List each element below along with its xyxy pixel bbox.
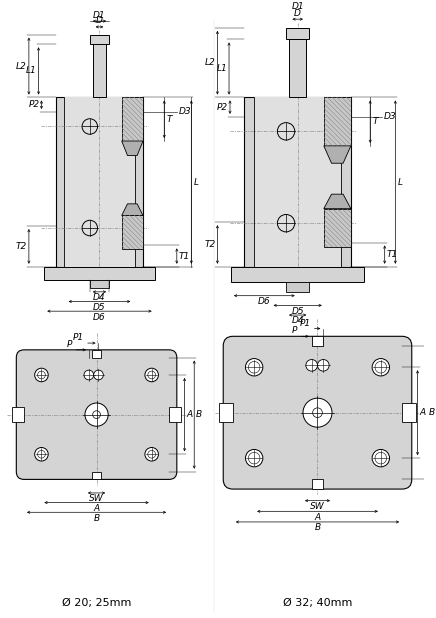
Text: A: A [93, 504, 100, 513]
Text: B: B [93, 514, 100, 523]
Text: P1: P1 [73, 333, 84, 342]
Bar [324, 209, 351, 247]
Text: SW: SW [89, 494, 104, 504]
Circle shape [303, 398, 332, 427]
Text: P2: P2 [28, 100, 40, 109]
Circle shape [306, 360, 317, 371]
Text: L1: L1 [26, 66, 37, 75]
Bar [92, 472, 102, 480]
Text: P1: P1 [300, 319, 311, 328]
Circle shape [35, 447, 48, 461]
Text: D3: D3 [384, 112, 396, 121]
Text: P2: P2 [217, 103, 228, 112]
Bar [93, 44, 106, 98]
Text: T2: T2 [204, 240, 215, 249]
Circle shape [317, 360, 329, 371]
Text: P: P [67, 340, 72, 349]
Circle shape [145, 368, 158, 382]
Bar [312, 480, 324, 489]
Circle shape [84, 370, 94, 380]
Bar [90, 35, 109, 44]
Circle shape [372, 358, 389, 376]
Bar [92, 350, 102, 358]
Bar [286, 28, 309, 40]
Circle shape [94, 370, 103, 380]
Circle shape [245, 449, 263, 467]
Text: T1: T1 [387, 250, 398, 259]
Text: B: B [314, 523, 320, 532]
Text: L: L [397, 177, 402, 187]
Text: T1: T1 [179, 252, 190, 261]
FancyBboxPatch shape [223, 336, 412, 489]
Circle shape [35, 368, 48, 382]
Circle shape [372, 449, 389, 467]
Bar [64, 98, 135, 267]
Polygon shape [324, 146, 351, 163]
Text: L: L [193, 177, 198, 187]
Bar [90, 280, 109, 288]
Text: Ø 20; 25mm: Ø 20; 25mm [62, 598, 131, 608]
Text: B: B [196, 410, 202, 419]
Bar [245, 98, 351, 267]
Text: B: B [429, 408, 435, 417]
FancyBboxPatch shape [16, 350, 177, 480]
Bar [13, 407, 24, 422]
Bar [254, 98, 341, 267]
Text: L1: L1 [216, 64, 227, 73]
Text: D4: D4 [291, 316, 304, 326]
Text: T: T [372, 117, 378, 126]
Text: D: D [294, 9, 301, 18]
Polygon shape [324, 194, 351, 209]
Text: D1: D1 [291, 2, 304, 11]
Text: L2: L2 [205, 58, 215, 67]
Bar [290, 40, 306, 98]
Circle shape [145, 447, 158, 461]
Text: D: D [96, 17, 103, 25]
Text: D5: D5 [93, 303, 106, 312]
Bar [324, 98, 351, 146]
Bar [122, 98, 143, 141]
Polygon shape [122, 141, 143, 156]
Circle shape [313, 408, 322, 418]
Bar [44, 267, 155, 280]
Text: D5: D5 [291, 307, 304, 316]
Text: D1: D1 [93, 11, 106, 20]
Text: D4: D4 [93, 294, 106, 302]
Polygon shape [122, 204, 143, 216]
Bar [219, 403, 233, 422]
Text: A: A [187, 410, 193, 419]
Text: D6: D6 [258, 297, 271, 306]
Text: D3: D3 [179, 108, 191, 116]
Bar [286, 282, 309, 292]
Text: T: T [166, 115, 172, 124]
Text: A: A [419, 408, 426, 417]
Circle shape [93, 411, 100, 418]
Circle shape [245, 358, 263, 376]
Text: T2: T2 [16, 242, 27, 251]
Text: A: A [314, 513, 320, 522]
Text: D6: D6 [93, 313, 106, 321]
Bar [169, 407, 181, 422]
Bar [402, 403, 416, 422]
Bar [231, 267, 364, 282]
Text: L2: L2 [16, 62, 27, 70]
Bar [56, 98, 143, 267]
Text: Ø 32; 40mm: Ø 32; 40mm [283, 598, 352, 608]
Bar [122, 216, 143, 249]
Circle shape [85, 403, 108, 426]
Bar [312, 336, 324, 346]
Text: SW: SW [310, 502, 325, 511]
Text: P: P [292, 326, 297, 336]
